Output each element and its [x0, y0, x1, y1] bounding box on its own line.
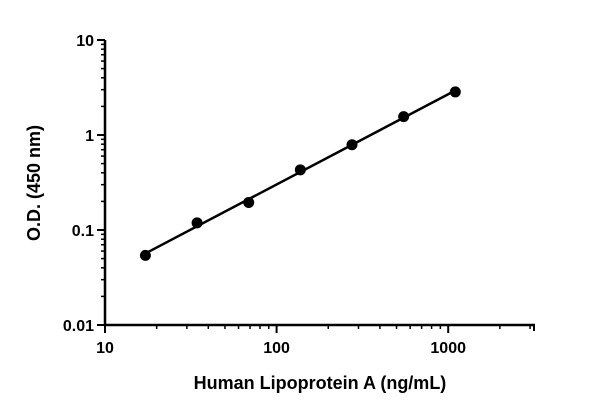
x-tick-label: 1000	[430, 340, 466, 357]
y-tick-label: 1	[85, 128, 94, 145]
data-point	[346, 139, 358, 151]
y-axis-title: O.D. (450 nm)	[24, 125, 44, 241]
data-point	[294, 164, 306, 176]
data-point	[191, 217, 203, 229]
x-axis-title: Human Lipoprotein A (ng/mL)	[194, 373, 447, 393]
data-marks	[139, 86, 461, 261]
data-point	[139, 249, 151, 261]
y-tick-label: 0.01	[63, 318, 94, 335]
axes	[103, 40, 535, 327]
x-tick-label: 100	[263, 340, 290, 357]
x-tick-label: 10	[96, 340, 114, 357]
data-point	[243, 196, 255, 208]
data-point	[398, 111, 410, 123]
y-tick-label: 0.1	[72, 223, 94, 240]
y-tick-label: 10	[76, 33, 94, 50]
ticks	[97, 39, 535, 333]
data-point	[449, 86, 461, 98]
